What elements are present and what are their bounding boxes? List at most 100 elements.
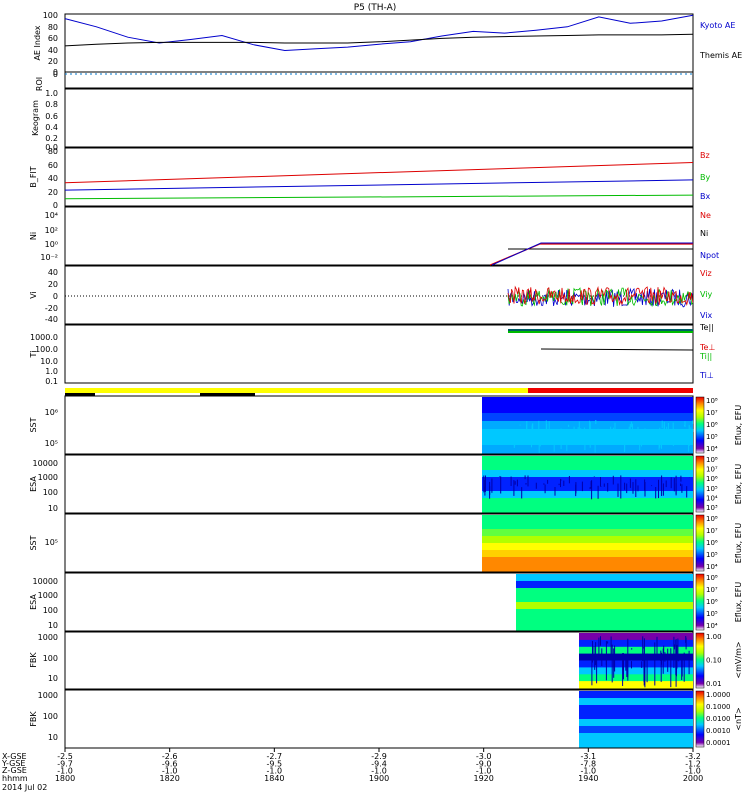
- keogram-ytick: 0.2: [45, 134, 58, 143]
- spec-sst-ion-streak: [553, 435, 555, 452]
- spec-fbk-edc-streak: [644, 660, 646, 688]
- spec-sst-ion-streak: [614, 422, 616, 429]
- density-ytick: 10⁰: [45, 240, 58, 249]
- spec-sst-ion-streak: [690, 427, 692, 442]
- sst-ion-ylabel: SST: [29, 417, 38, 432]
- spec-sst-elec-band: [482, 550, 693, 558]
- cbar-label: Eflux, EFU: [734, 523, 743, 564]
- colorbar-tick-label: 10⁷: [706, 527, 718, 535]
- spec-esa-elec-band: [516, 602, 693, 610]
- density-ytick: 10⁴: [45, 211, 58, 220]
- spec-esa-ion-streak: [629, 478, 631, 488]
- spec-esa-elec-band: [516, 588, 693, 596]
- colorbar-tick-label: 10⁶: [706, 539, 718, 547]
- spec-esa-ion-streak: [491, 478, 493, 493]
- esa-ion-ytick: 1000: [38, 473, 58, 482]
- fbk-edc-ylabel: FBK: [29, 652, 38, 668]
- cbar-label: <nT>: [734, 707, 743, 730]
- spec-fbk-edc-band: [579, 639, 693, 648]
- spec-esa-ion-streak: [670, 477, 672, 489]
- bfield-ytick: 80: [48, 147, 58, 156]
- colorbar-tick-label: 10⁷: [706, 409, 718, 417]
- velocity-noise-line: [507, 287, 694, 308]
- velocity-ytick: 0: [53, 292, 58, 301]
- footer-date: 2014 Jul 02: [2, 783, 47, 792]
- spec-esa-ion-streak: [558, 483, 560, 486]
- legend-vix: Vix: [700, 311, 713, 320]
- temperature-ytick: 100.0: [35, 345, 58, 354]
- spec-sst-ion-streak: [692, 428, 694, 432]
- spec-esa-ion-streak: [500, 476, 502, 494]
- spec-fbk-edc-streak: [601, 648, 603, 666]
- spec-sst-elec-band: [482, 515, 693, 523]
- panel-temperature: Ti 1000.0 100.0 10.0 1.0 0.1 Te|| Te⊥ Ti…: [29, 323, 715, 386]
- temperature-ytick: 1.0: [45, 367, 58, 376]
- spec-sst-ion-band: [482, 445, 693, 454]
- footer-tick-value: 1800: [55, 774, 75, 783]
- legend-bx: Bx: [700, 192, 710, 201]
- esa-ion-ytick: 100: [43, 488, 58, 497]
- colorbar-tick-label: 10⁷: [706, 586, 718, 594]
- bfield-ytick: 0: [53, 201, 58, 210]
- footer-tick-value: -2.7: [267, 752, 283, 761]
- colorbar-tick-label: 10⁴: [706, 445, 718, 453]
- footer-tick-value: -2.6: [162, 752, 178, 761]
- spec-sst-ion-streak: [644, 428, 646, 444]
- legend-te-parallel: Te||: [699, 323, 714, 332]
- spec-fbk-edc-streak: [642, 636, 644, 661]
- sst-elec-ylabel: SST: [29, 535, 38, 550]
- spec-fbk-edc-streak: [607, 641, 609, 644]
- colorbar-tick-label: 10⁶: [706, 475, 718, 483]
- spec-sst-ion-streak: [625, 429, 627, 440]
- spec-sst-ion-streak: [539, 433, 541, 447]
- keogram-ytick: 0.4: [45, 123, 58, 132]
- temperature-ylabel: Ti: [29, 351, 38, 359]
- colorbar-tick-label: 10⁴: [706, 494, 718, 502]
- spec-fbk-edc-streak: [678, 654, 680, 662]
- spec-sst-ion-streak: [652, 433, 654, 436]
- spec-sst-ion-streak: [531, 423, 533, 435]
- spec-sst-ion-streak: [636, 431, 638, 433]
- spec-sst-ion-streak: [543, 433, 545, 441]
- spec-fbk-scm-band: [579, 740, 693, 748]
- spec-esa-ion-streak: [680, 483, 681, 486]
- spec-esa-ion-streak: [589, 487, 591, 490]
- spec-sst-ion-streak: [577, 427, 579, 444]
- colorbar-tick-label: 10⁵: [706, 485, 718, 493]
- spec-sst-ion-streak: [602, 429, 604, 440]
- colorbar-tick-label: 0.0100: [706, 715, 731, 723]
- colorbar-tick-label: 10⁵: [706, 610, 718, 618]
- fbk-scm-ylabel: FBK: [29, 711, 38, 727]
- spec-sst-elec-band: [482, 557, 693, 565]
- spec-fbk-scm-band: [579, 691, 693, 699]
- spec-sst-ion-streak: [616, 436, 618, 441]
- spec-fbk-edc-streak: [681, 657, 683, 680]
- spec-sst-ion-streak: [584, 429, 586, 451]
- panel-density: Ni 10⁴ 10² 10⁰ 10⁻² Ne Ni Npot: [29, 206, 719, 266]
- spec-esa-ion-streak: [675, 483, 677, 496]
- spec-esa-ion-streak: [593, 476, 595, 477]
- esa-ion-ytick: 10000: [33, 459, 58, 468]
- spec-sst-ion-streak: [672, 431, 674, 446]
- spec-sst-ion-streak: [637, 426, 639, 439]
- spec-fbk-edc-streak: [631, 661, 632, 669]
- bfield-ytick: 40: [48, 174, 58, 183]
- footer-tick-value: 1820: [159, 774, 179, 783]
- spec-sst-ion-streak: [594, 433, 596, 453]
- spec-sst-ion-streak: [648, 432, 649, 443]
- panel-velocity: Vi 40 20 0 -20 -40 Viz Viy Vix: [29, 265, 713, 325]
- legend-viz: Viz: [700, 269, 712, 278]
- spec-sst-ion-streak: [688, 432, 690, 452]
- spec-esa-ion-band: [482, 505, 693, 513]
- spec-sst-ion-streak: [667, 423, 669, 432]
- spec-sst-ion-streak: [526, 421, 528, 438]
- legend-ne: Ne: [700, 211, 711, 220]
- spec-fbk-edc-streak: [663, 645, 665, 654]
- ae-ylabel: AE Index: [33, 25, 42, 60]
- cbar-label: Eflux, EFU: [734, 464, 743, 505]
- footer-tick-value: -1.0: [267, 767, 283, 776]
- spec-fbk-edc-streak: [598, 637, 600, 660]
- keogram-ytick: 1.0: [45, 89, 58, 98]
- spec-fbk-edc-streak: [674, 644, 676, 650]
- spec-sst-ion-streak: [566, 434, 568, 452]
